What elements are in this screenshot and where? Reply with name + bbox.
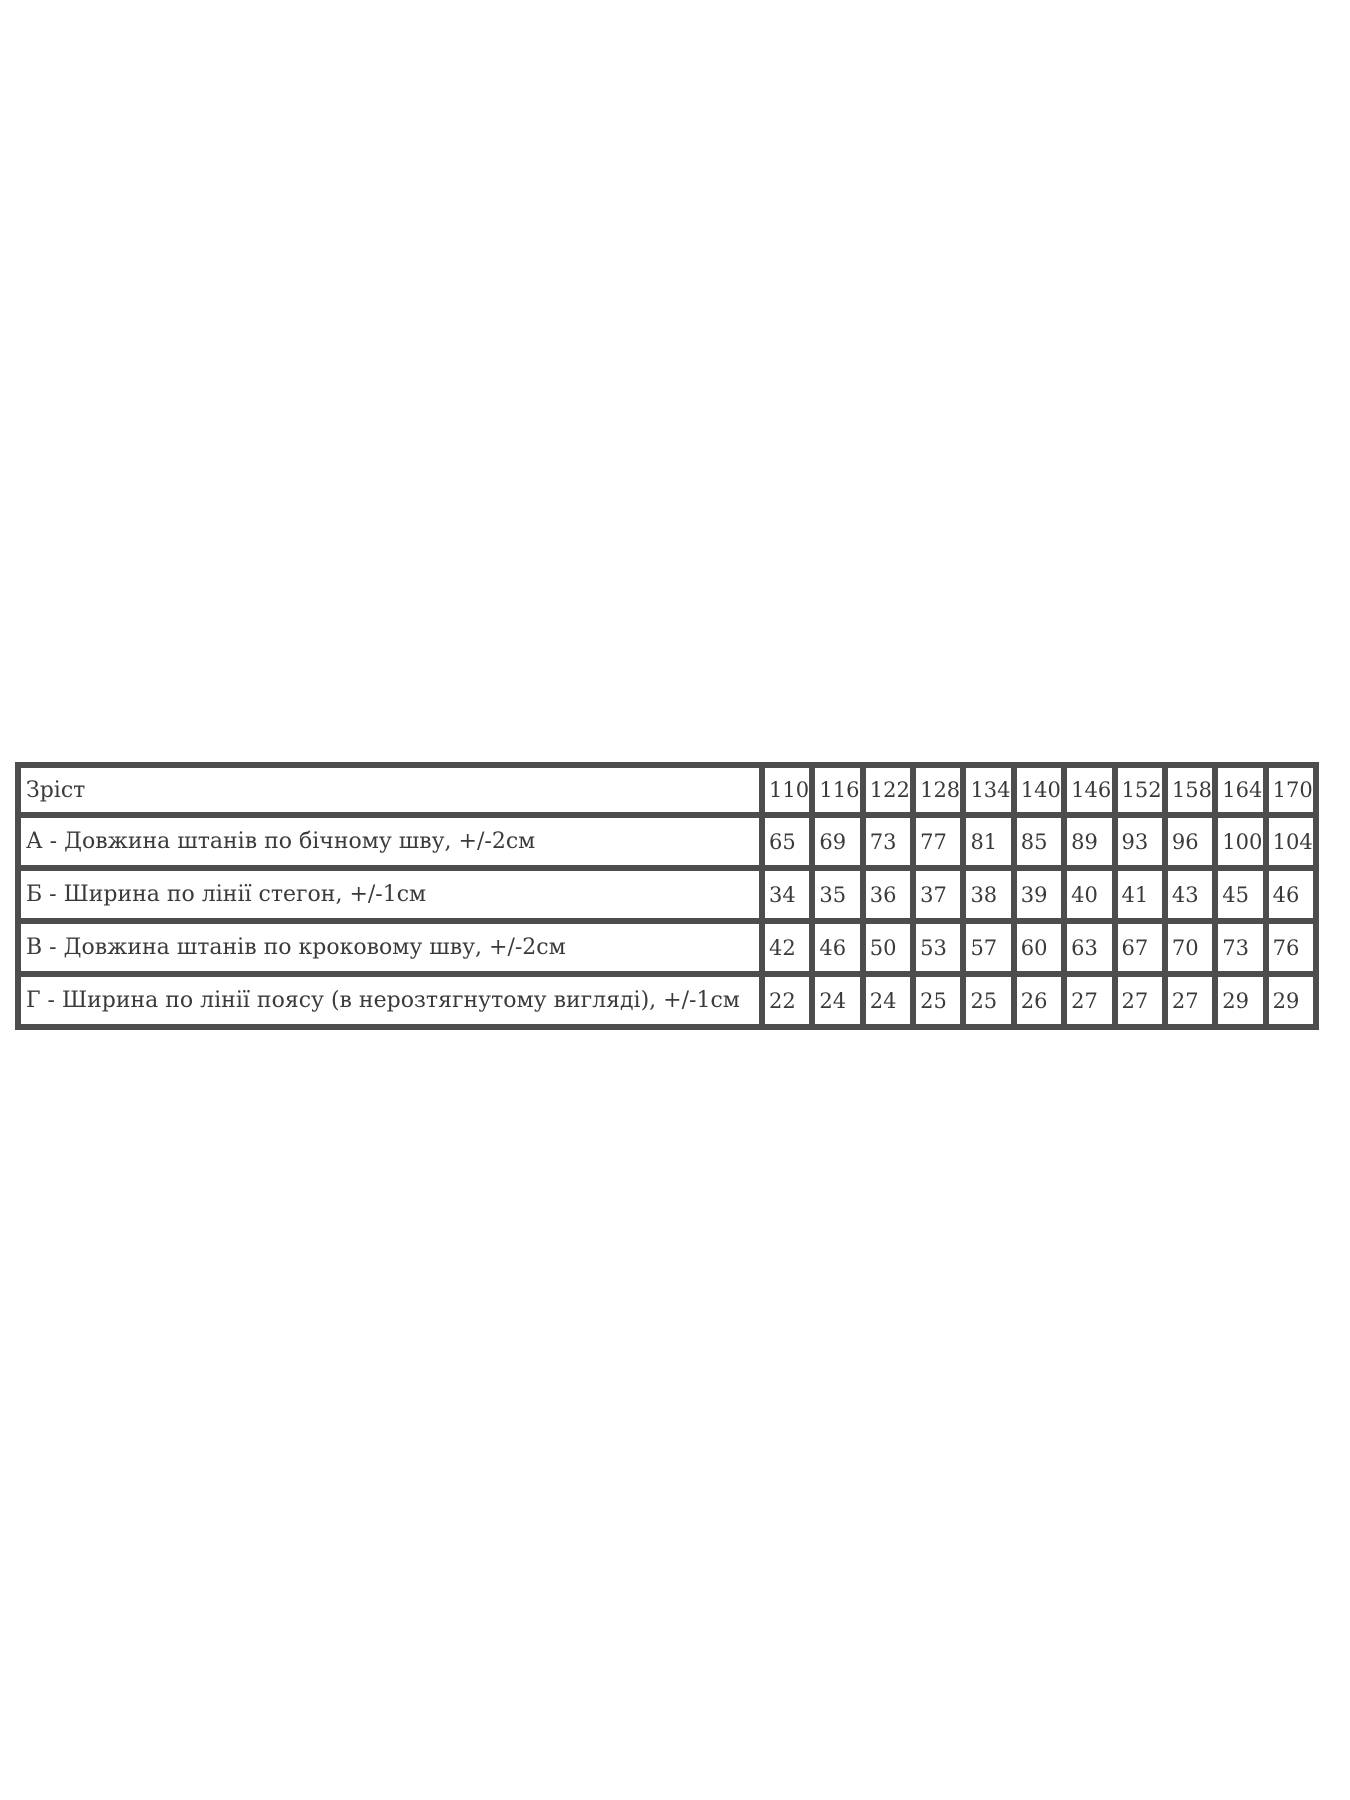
size-value-cell: 35 [813,869,862,920]
size-value-cell: 60 [1014,922,1064,973]
size-value-cell: 104 [1266,816,1315,867]
size-header-cell: 140 [1014,766,1064,814]
header-label-zrist: Зріст [19,766,761,814]
size-value-cell: 100 [1216,816,1265,867]
size-value-cell: 34 [763,869,812,920]
size-value-cell: 40 [1065,869,1114,920]
size-value-cell: 65 [763,816,812,867]
size-value-cell: 53 [914,922,963,973]
size-value-cell: 27 [1115,975,1164,1026]
size-value-cell: 39 [1014,869,1064,920]
size-value-cell: 26 [1014,975,1064,1026]
measurement-label: В - Довжина штанів по кроковому шву, +/-… [19,922,761,973]
size-value-cell: 70 [1165,922,1215,973]
size-value-cell: 25 [964,975,1013,1026]
size-value-cell: 73 [1216,922,1265,973]
size-value-cell: 37 [914,869,963,920]
size-value-cell: 25 [914,975,963,1026]
size-header-cell: 110 [763,766,812,814]
size-chart: Зріст 110 116 122 128 134 140 146 152 15… [15,762,1319,1030]
size-header-cell: 170 [1266,766,1315,814]
size-value-cell: 89 [1065,816,1114,867]
size-value-cell: 57 [964,922,1013,973]
size-header-cell: 146 [1065,766,1114,814]
size-value-cell: 69 [813,816,862,867]
size-value-cell: 41 [1115,869,1164,920]
size-value-cell: 24 [813,975,862,1026]
measurement-label: А - Довжина штанів по бічному шву, +/-2с… [19,816,761,867]
size-value-cell: 46 [1266,869,1315,920]
size-header-cell: 122 [863,766,913,814]
size-header-cell: 116 [813,766,862,814]
size-header-cell: 158 [1165,766,1215,814]
size-value-cell: 76 [1266,922,1315,973]
size-value-cell: 42 [763,922,812,973]
size-header-cell: 134 [964,766,1013,814]
size-value-cell: 24 [863,975,913,1026]
measurement-label: Б - Ширина по лінії стегон, +/-1см [19,869,761,920]
size-value-cell: 85 [1014,816,1064,867]
measurement-label: Г - Ширина по лінії поясу (в нерозтягнут… [19,975,761,1026]
size-value-cell: 63 [1065,922,1114,973]
table-row-b: Б - Ширина по лінії стегон, +/-1см 34 35… [19,869,1315,920]
size-header-cell: 164 [1216,766,1265,814]
size-value-cell: 43 [1165,869,1215,920]
size-value-cell: 29 [1266,975,1315,1026]
size-value-cell: 81 [964,816,1013,867]
table-row-v: В - Довжина штанів по кроковому шву, +/-… [19,922,1315,973]
size-value-cell: 45 [1216,869,1265,920]
size-value-cell: 36 [863,869,913,920]
size-value-cell: 27 [1165,975,1215,1026]
table-row-a: А - Довжина штанів по бічному шву, +/-2с… [19,816,1315,867]
size-value-cell: 27 [1065,975,1114,1026]
size-value-cell: 22 [763,975,812,1026]
size-value-cell: 50 [863,922,913,973]
size-value-cell: 38 [964,869,1013,920]
table-header-row: Зріст 110 116 122 128 134 140 146 152 15… [19,766,1315,814]
size-value-cell: 77 [914,816,963,867]
size-value-cell: 29 [1216,975,1265,1026]
size-value-cell: 67 [1115,922,1164,973]
size-value-cell: 96 [1165,816,1215,867]
table-row-g: Г - Ширина по лінії поясу (в нерозтягнут… [19,975,1315,1026]
size-value-cell: 73 [863,816,913,867]
size-header-cell: 128 [914,766,963,814]
size-header-cell: 152 [1115,766,1164,814]
size-value-cell: 46 [813,922,862,973]
size-chart-table: Зріст 110 116 122 128 134 140 146 152 15… [15,762,1319,1030]
size-value-cell: 93 [1115,816,1164,867]
